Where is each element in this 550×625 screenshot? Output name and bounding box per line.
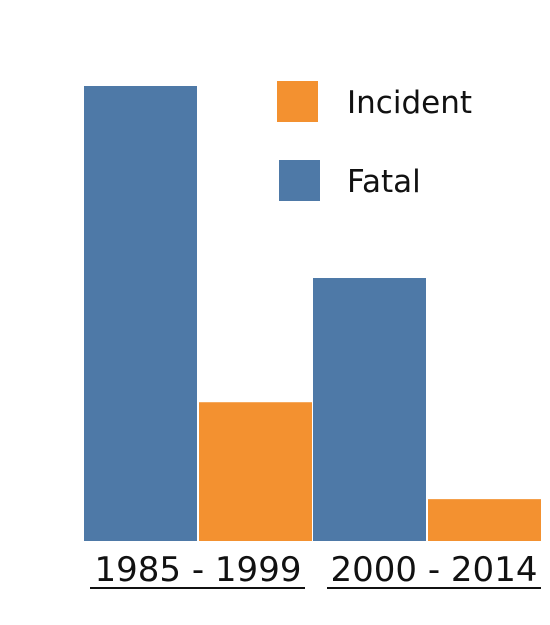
legend: Incident Fatal (277, 81, 472, 201)
legend-label-incident: Incident (347, 85, 472, 121)
bar-fatal-1 (313, 278, 426, 541)
bar-incident-1 (428, 499, 541, 541)
x-tick-labels: 1985 - 1999 2000 - 2014 (90, 550, 541, 590)
bar-incident-0 (199, 402, 312, 541)
bars-group (84, 86, 541, 541)
x-tick-label-0: 1985 - 1999 (95, 550, 302, 590)
x-tick-label-1: 2000 - 2014 (331, 550, 538, 590)
legend-swatch-incident (277, 81, 318, 122)
legend-swatch-fatal (279, 160, 320, 201)
bar-fatal-0 (84, 86, 197, 541)
legend-label-fatal: Fatal (347, 164, 421, 200)
